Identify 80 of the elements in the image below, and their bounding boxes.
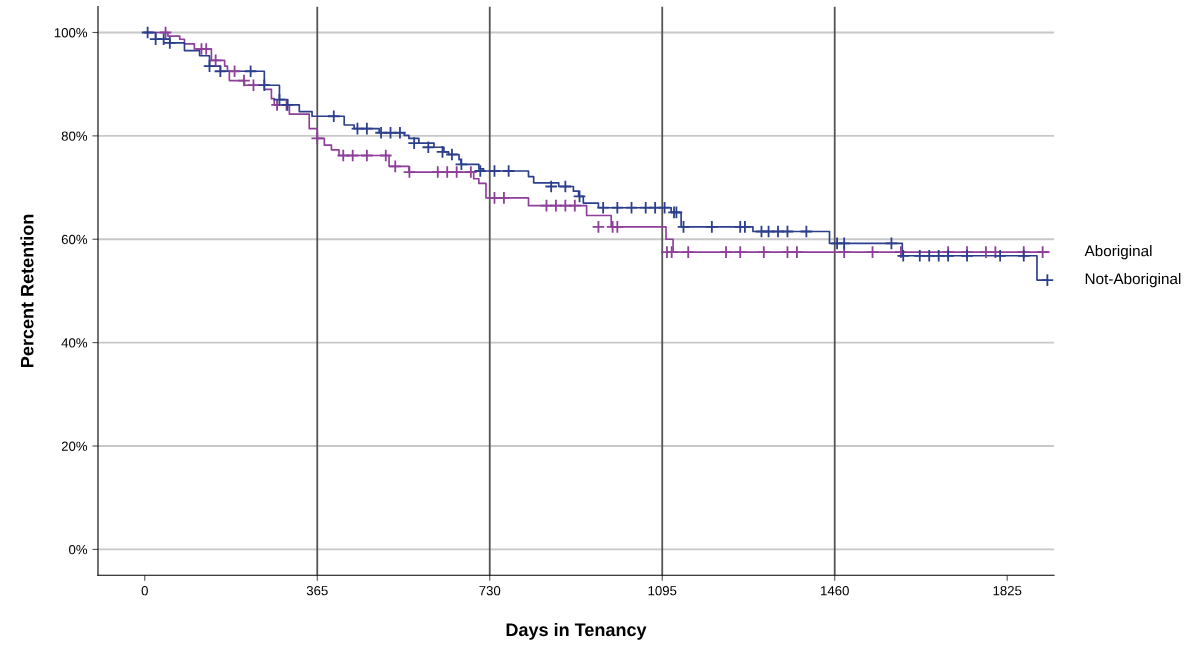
x-tick-label: 0 (141, 585, 148, 596)
point (544, 179, 558, 194)
point (393, 126, 407, 140)
point (445, 147, 459, 162)
point (624, 201, 639, 215)
point (780, 224, 795, 239)
point (440, 165, 454, 179)
point (572, 189, 587, 204)
y-tick-label: 40% (61, 338, 88, 348)
x-tick-label: 1825 (993, 585, 1022, 596)
point (156, 32, 171, 46)
point (360, 148, 374, 163)
point (549, 198, 563, 213)
point (208, 53, 223, 68)
y-tick-label: 20% (61, 441, 88, 451)
point (896, 249, 910, 263)
point (799, 224, 814, 239)
x-tick-label: 1095 (648, 585, 677, 596)
point (272, 92, 287, 107)
point (960, 249, 974, 263)
x-tick-label: 730 (479, 585, 501, 596)
point (158, 25, 173, 40)
point (941, 249, 955, 263)
point (596, 201, 610, 215)
point (837, 236, 851, 251)
point (402, 165, 417, 179)
point (1017, 249, 1031, 263)
point (213, 64, 228, 78)
point (676, 220, 691, 234)
point (345, 148, 360, 163)
x-tick-label: 1460 (821, 585, 849, 596)
point (454, 157, 469, 172)
point (558, 179, 573, 194)
point (681, 245, 695, 259)
point (568, 198, 582, 213)
point (360, 121, 374, 136)
point (884, 236, 899, 251)
y-tick-label: 80% (61, 131, 88, 141)
point (421, 140, 436, 154)
point (865, 245, 880, 259)
point (733, 245, 747, 259)
point (237, 73, 251, 88)
point (648, 201, 662, 215)
x-axis-title: Days in Tenancy (506, 622, 647, 640)
point (388, 159, 402, 174)
point (591, 220, 606, 234)
point (657, 201, 672, 215)
y-tick-label: 100% (54, 28, 88, 38)
point (336, 148, 350, 163)
point (227, 64, 242, 78)
point (257, 78, 272, 92)
text: Aboriginal (1084, 245, 1152, 260)
y-tick-label: 60% (61, 234, 88, 245)
point (246, 78, 261, 92)
point (407, 136, 421, 150)
point (705, 220, 719, 234)
point (501, 164, 516, 178)
point (487, 164, 502, 178)
point (771, 224, 785, 239)
point (202, 59, 217, 73)
point (435, 145, 450, 159)
x-tick-label: 365 (306, 585, 328, 596)
point (464, 165, 478, 179)
point (449, 165, 464, 179)
text: Not-Aboriginal (1085, 272, 1181, 288)
point (1035, 245, 1050, 259)
point (243, 64, 258, 78)
point (610, 201, 625, 215)
point (327, 109, 341, 123)
point (310, 131, 324, 146)
point (993, 249, 1007, 263)
point (379, 148, 393, 163)
point (757, 245, 771, 259)
point (163, 36, 177, 50)
y-tick-label: 0% (69, 544, 88, 555)
y-axis-title: Percent Retention (20, 214, 34, 367)
point (473, 164, 488, 178)
point (374, 126, 388, 140)
point (922, 249, 936, 263)
point (1040, 273, 1054, 287)
